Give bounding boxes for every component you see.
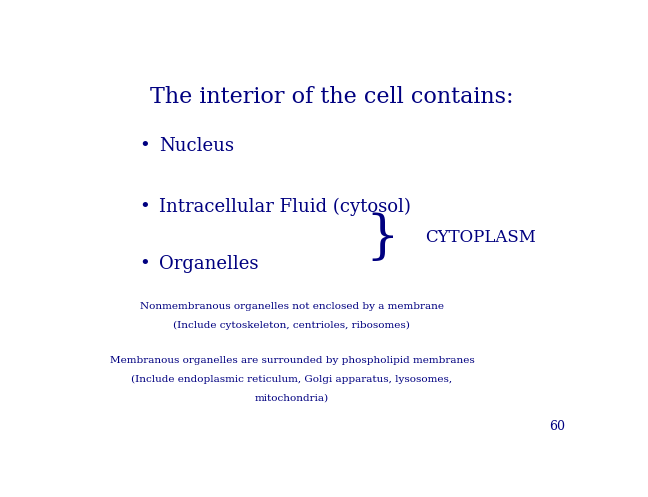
- Text: •: •: [139, 255, 150, 273]
- Text: Intracellular Fluid (cytosol): Intracellular Fluid (cytosol): [159, 198, 411, 216]
- Text: (Include endoplasmic reticulum, Golgi apparatus, lysosomes,: (Include endoplasmic reticulum, Golgi ap…: [132, 375, 452, 384]
- Text: CYTOPLASM: CYTOPLASM: [425, 229, 536, 246]
- Text: }: }: [365, 212, 399, 263]
- Text: 60: 60: [550, 420, 566, 433]
- Text: Nonmembranous organelles not enclosed by a membrane: Nonmembranous organelles not enclosed by…: [140, 302, 444, 311]
- Text: mitochondria): mitochondria): [255, 394, 329, 403]
- Text: Nucleus: Nucleus: [159, 137, 234, 155]
- Text: (Include cytoskeleton, centrioles, ribosomes): (Include cytoskeleton, centrioles, ribos…: [174, 321, 410, 330]
- Text: Membranous organelles are surrounded by phospholipid membranes: Membranous organelles are surrounded by …: [110, 355, 474, 365]
- Text: •: •: [139, 198, 150, 216]
- Text: The interior of the cell contains:: The interior of the cell contains:: [150, 86, 514, 108]
- Text: Organelles: Organelles: [159, 255, 259, 273]
- Text: •: •: [139, 137, 150, 155]
